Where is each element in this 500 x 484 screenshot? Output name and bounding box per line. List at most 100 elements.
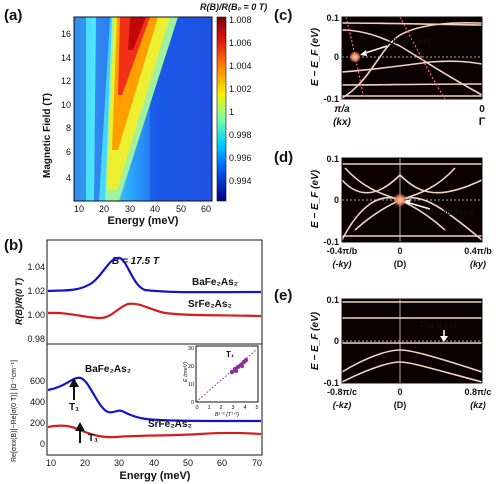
x-tick: 40 <box>149 458 159 468</box>
panel-c-label: (c) <box>274 7 292 24</box>
bottom-y-axis-label: Re[σxx(B)]−Re[σ(0 T)] [Ω⁻¹cm⁻¹] <box>11 360 18 462</box>
dirac-point-glow-c <box>349 51 361 63</box>
x-tick: 20 <box>99 204 109 214</box>
dashed-band-line <box>399 16 446 100</box>
panel-b-label: (b) <box>4 237 23 254</box>
x-right-label-e: 0.8π/c <box>465 387 492 397</box>
colorbar-tick: 1.008 <box>229 15 252 25</box>
colorbar-tick: 1.006 <box>229 38 252 48</box>
y-tick: 10 <box>61 100 71 110</box>
y-tick: 6 <box>66 147 71 157</box>
panel-a-label: (a) <box>4 7 22 24</box>
sr-conductivity-curve <box>47 424 262 439</box>
inset-legend: T₁ <box>226 350 235 359</box>
x-left-sub-e: (-kz) <box>333 400 352 410</box>
colorbar-tick: 1 <box>229 107 234 117</box>
x-tick: 30 <box>114 458 124 468</box>
inset-y-tick: 10 <box>188 382 194 388</box>
heatmap-red-region <box>118 17 150 95</box>
y-tick: 4 <box>66 173 71 183</box>
bottom-y-tick: 0 <box>40 439 45 449</box>
band-line <box>341 21 483 99</box>
colorbar-tick: 1.004 <box>229 61 252 71</box>
dashed-bands-c <box>345 16 446 100</box>
inset-y-label: E (meV) <box>183 362 189 382</box>
x-left-label-e: -0.8π/c <box>327 387 357 397</box>
dirac-point-label-c: Dirac Point <box>389 37 432 46</box>
inset-x-tick: 2 <box>219 405 222 411</box>
inset-x-tick: 0 <box>195 405 198 411</box>
top-y-tick: 1.04 <box>27 262 45 272</box>
inset-y-tick: 0 <box>191 400 194 406</box>
x-tick: 20 <box>80 458 90 468</box>
panel-c: (c) Dirac Point 0.1 0 -0.1 E − E_F (eV) … <box>274 7 486 128</box>
inset-frame <box>195 345 259 403</box>
frame-d <box>341 157 483 243</box>
x-left-label-d: -0.4π/b <box>327 246 358 256</box>
x-left-sub-d: (-ky) <box>332 259 351 269</box>
inset-y-tick: 30 <box>188 346 194 352</box>
y-tick: 0.1 <box>326 154 339 164</box>
y-axis-label: Magnetic Field (T) <box>42 93 53 178</box>
inset-point <box>243 357 249 363</box>
colorbar-tick: 0.994 <box>229 176 252 186</box>
flat-band-label: Flat Band <box>420 321 457 330</box>
inset-x-tick: 5 <box>255 405 258 411</box>
x-right-sub-d: (ky) <box>470 259 486 269</box>
colorbar-title: R(B)/R(B₀ = 0 T) <box>200 2 267 12</box>
y-tick: 8 <box>66 123 71 133</box>
x-right-label-c: 0 <box>479 104 485 115</box>
top-y-tick: 1.02 <box>27 286 45 296</box>
y-axis-label-d: E − E_F (eV) <box>310 169 321 228</box>
colorbar <box>216 16 227 202</box>
bottom-y-tick: 200 <box>30 418 45 428</box>
heatmap-darkred-region <box>128 17 146 50</box>
x-left-label-c: π/a <box>334 104 350 115</box>
dirac-point-label-d: Dirac Point <box>431 208 474 217</box>
sr-transmission-curve <box>47 302 262 320</box>
inset-point <box>239 363 245 369</box>
band-line <box>341 60 483 73</box>
bands-c <box>341 21 483 99</box>
inset-fit-line <box>195 349 257 403</box>
band-line <box>341 83 483 86</box>
colorbar-tick: 1.002 <box>229 84 252 94</box>
x-axis-label: Energy (meV) <box>108 215 179 227</box>
panel-a: (a) R(B)/R(B₀ = 0 T) 1.008 1.006 1.004 1… <box>4 2 267 227</box>
dirac-point-glow-d <box>393 193 407 207</box>
x-mid-label-e: 0 <box>397 387 402 397</box>
panel-e: (e) Flat Band 0.1 0 -0.1 E − E_F (eV) -0… <box>274 287 491 410</box>
x-tick: 70 <box>252 458 262 468</box>
panel-e-label: (e) <box>274 287 292 304</box>
top-y-axis-label: R(B)/R(0 T) <box>14 278 24 325</box>
y-tick: 0.1 <box>326 13 339 23</box>
inset-x-tick: 4 <box>243 405 246 411</box>
heatmap-left-band <box>74 17 86 201</box>
y-tick: 0 <box>334 336 339 346</box>
ba-label-top: BaFe₂As₂ <box>192 277 238 288</box>
x-mid-label-d: 0 <box>397 246 402 256</box>
x-tick: 60 <box>217 458 227 468</box>
x-right-label-d: 0.4π/b <box>464 246 492 256</box>
x-tick: 10 <box>46 458 56 468</box>
x-mid-sub-d: (D) <box>394 259 407 269</box>
band-line <box>341 22 483 26</box>
dirac-arrowhead-c <box>360 50 367 56</box>
heatmap-dark-stripe <box>94 17 110 201</box>
t1-label-ba: T₁ <box>69 402 79 413</box>
y-tick: -0.1 <box>323 94 339 104</box>
y-tick: 0.1 <box>326 295 339 305</box>
y-tick: 12 <box>61 76 71 86</box>
x-tick: 40 <box>150 204 160 214</box>
y-axis-label-c: E − E_F (eV) <box>310 27 321 86</box>
panel-d: (d) Dirac Point 0.1 0 -0.1 E − E_F (eV) … <box>274 149 492 269</box>
y-tick: 0 <box>334 52 339 62</box>
sr-label-bottom: SrFe₂As₂ <box>148 419 192 430</box>
bottom-y-tick: 600 <box>30 376 45 386</box>
inset-x-tick: 3 <box>231 405 234 411</box>
sr-label-top: SrFe₂As₂ <box>188 299 232 310</box>
x-tick: 60 <box>201 204 211 214</box>
panel-d-label: (d) <box>274 149 293 166</box>
inset-point <box>229 369 235 375</box>
